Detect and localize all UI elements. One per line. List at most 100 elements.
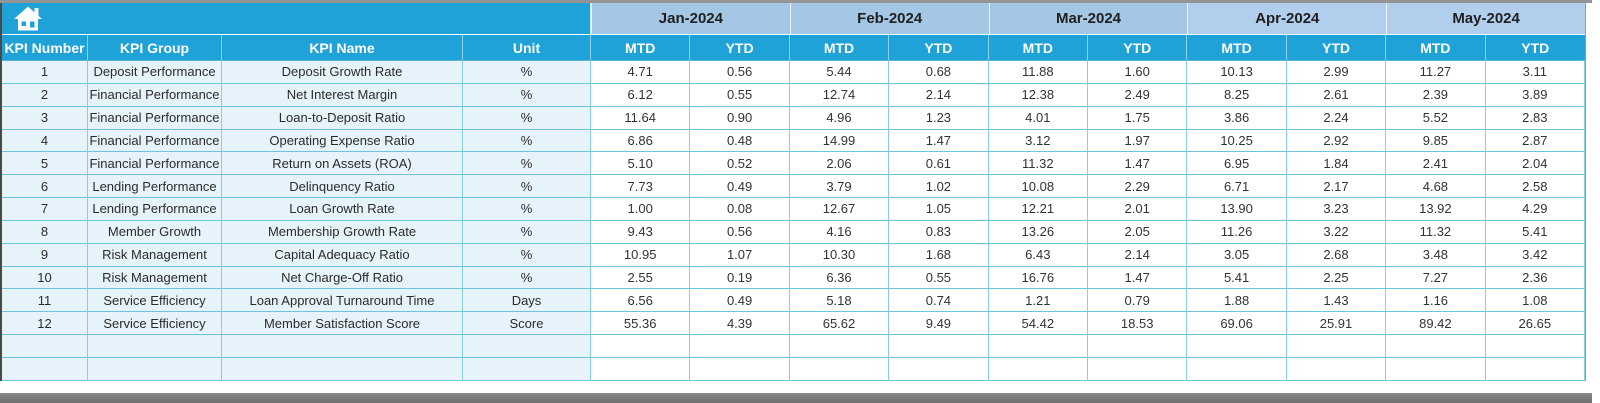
cell-unit[interactable]: % [463, 198, 591, 221]
cell-value[interactable]: 1.16 [1386, 289, 1486, 313]
cell-kpi-group[interactable]: Risk Management [88, 266, 222, 290]
cell-value[interactable]: 14.99 [789, 129, 890, 153]
cell-kpi-group[interactable]: Financial Performance [88, 152, 222, 176]
empty-cell[interactable] [988, 357, 1088, 381]
cell-value[interactable]: 4.96 [789, 106, 890, 130]
cell-value[interactable]: 11.32 [1386, 220, 1486, 244]
cell-unit[interactable]: Score [463, 312, 591, 336]
cell-value[interactable]: 7.73 [591, 175, 691, 199]
empty-cell[interactable] [222, 357, 463, 381]
empty-cell[interactable] [88, 357, 222, 381]
cell-value[interactable]: 3.42 [1485, 243, 1585, 267]
cell-value[interactable]: 10.08 [988, 175, 1088, 199]
empty-cell[interactable] [1286, 357, 1387, 381]
cell-value[interactable]: 2.87 [1485, 129, 1585, 153]
cell-value[interactable]: 4.29 [1485, 198, 1585, 221]
cell-value[interactable]: 12.21 [988, 198, 1088, 221]
empty-cell[interactable] [463, 357, 591, 381]
cell-value[interactable]: 11.64 [591, 106, 691, 130]
cell-value[interactable]: 0.74 [889, 289, 989, 313]
cell-kpi-number[interactable]: 8 [2, 220, 88, 244]
cell-value[interactable]: 5.18 [789, 289, 890, 313]
empty-cell[interactable] [1485, 357, 1585, 381]
cell-value[interactable]: 13.92 [1386, 198, 1486, 221]
cell-value[interactable]: 2.05 [1088, 220, 1188, 244]
empty-cell[interactable] [889, 357, 989, 381]
empty-cell[interactable] [789, 335, 890, 358]
cell-unit[interactable]: % [463, 61, 591, 84]
cell-kpi-name[interactable]: Delinquency Ratio [222, 175, 463, 199]
cell-value[interactable]: 4.71 [591, 61, 691, 84]
month-header-jan-2024[interactable]: Jan-2024 [591, 3, 790, 34]
cell-kpi-name[interactable]: Net Interest Margin [222, 83, 463, 107]
cell-kpi-group[interactable]: Risk Management [88, 243, 222, 267]
cell-value[interactable]: 10.25 [1187, 129, 1287, 153]
cell-kpi-name[interactable]: Membership Growth Rate [222, 220, 463, 244]
empty-cell[interactable] [1187, 357, 1287, 381]
cell-value[interactable]: 1.60 [1088, 61, 1188, 84]
cell-kpi-group[interactable]: Financial Performance [88, 83, 222, 107]
cell-kpi-name[interactable]: Net Charge-Off Ratio [222, 266, 463, 290]
cell-kpi-group[interactable]: Lending Performance [88, 198, 222, 221]
col-header-feb-2024-mtd[interactable]: MTD [790, 35, 890, 60]
cell-value[interactable]: 9.85 [1386, 129, 1486, 153]
cell-kpi-number[interactable]: 1 [2, 61, 88, 84]
cell-value[interactable]: 2.92 [1286, 129, 1387, 153]
col-header-mar-2024-ytd[interactable]: YTD [1088, 35, 1188, 60]
cell-kpi-number[interactable]: 5 [2, 152, 88, 176]
cell-kpi-number[interactable]: 9 [2, 243, 88, 267]
cell-kpi-name[interactable]: Loan Growth Rate [222, 198, 463, 221]
cell-kpi-name[interactable]: Capital Adequacy Ratio [222, 243, 463, 267]
cell-value[interactable]: 2.55 [591, 266, 691, 290]
cell-value[interactable]: 65.62 [789, 312, 890, 336]
cell-value[interactable]: 2.17 [1286, 175, 1387, 199]
cell-value[interactable]: 2.01 [1088, 198, 1188, 221]
cell-value[interactable]: 12.74 [789, 83, 890, 107]
cell-unit[interactable]: Days [463, 289, 591, 313]
cell-value[interactable]: 3.79 [789, 175, 890, 199]
cell-value[interactable]: 4.01 [988, 106, 1088, 130]
cell-value[interactable]: 4.16 [789, 220, 890, 244]
cell-value[interactable]: 0.55 [889, 266, 989, 290]
cell-value[interactable]: 2.24 [1286, 106, 1387, 130]
cell-value[interactable]: 11.32 [988, 152, 1088, 176]
cell-kpi-name[interactable]: Return on Assets (ROA) [222, 152, 463, 176]
cell-value[interactable]: 3.22 [1286, 220, 1387, 244]
cell-value[interactable]: 0.52 [690, 152, 790, 176]
cell-value[interactable]: 6.36 [789, 266, 890, 290]
cell-kpi-number[interactable]: 4 [2, 129, 88, 153]
cell-value[interactable]: 11.88 [988, 61, 1088, 84]
cell-value[interactable]: 2.36 [1485, 266, 1585, 290]
cell-value[interactable]: 0.68 [889, 61, 989, 84]
col-header-kpi-name[interactable]: KPI Name [222, 35, 463, 60]
cell-value[interactable]: 0.56 [690, 61, 790, 84]
cell-value[interactable]: 6.43 [988, 243, 1088, 267]
cell-value[interactable]: 18.53 [1088, 312, 1188, 336]
cell-value[interactable]: 25.91 [1286, 312, 1387, 336]
cell-value[interactable]: 0.48 [690, 129, 790, 153]
cell-value[interactable]: 0.49 [690, 289, 790, 313]
cell-value[interactable]: 26.65 [1485, 312, 1585, 336]
cell-value[interactable]: 6.71 [1187, 175, 1287, 199]
cell-kpi-name[interactable]: Deposit Growth Rate [222, 61, 463, 84]
cell-value[interactable]: 7.27 [1386, 266, 1486, 290]
cell-value[interactable]: 0.08 [690, 198, 790, 221]
cell-value[interactable]: 0.56 [690, 220, 790, 244]
cell-value[interactable]: 10.30 [789, 243, 890, 267]
cell-value[interactable]: 1.47 [1088, 152, 1188, 176]
empty-cell[interactable] [988, 335, 1088, 358]
cell-value[interactable]: 11.26 [1187, 220, 1287, 244]
cell-value[interactable]: 10.13 [1187, 61, 1287, 84]
cell-value[interactable]: 0.83 [889, 220, 989, 244]
empty-cell[interactable] [1386, 357, 1486, 381]
empty-cell[interactable] [591, 357, 691, 381]
cell-value[interactable]: 4.68 [1386, 175, 1486, 199]
cell-value[interactable]: 2.25 [1286, 266, 1387, 290]
month-header-mar-2024[interactable]: Mar-2024 [988, 3, 1188, 34]
col-header-kpi-group[interactable]: KPI Group [88, 35, 222, 60]
cell-value[interactable]: 1.05 [889, 198, 989, 221]
cell-value[interactable]: 1.00 [591, 198, 691, 221]
cell-value[interactable]: 13.26 [988, 220, 1088, 244]
cell-value[interactable]: 6.56 [591, 289, 691, 313]
empty-cell[interactable] [1386, 335, 1486, 358]
